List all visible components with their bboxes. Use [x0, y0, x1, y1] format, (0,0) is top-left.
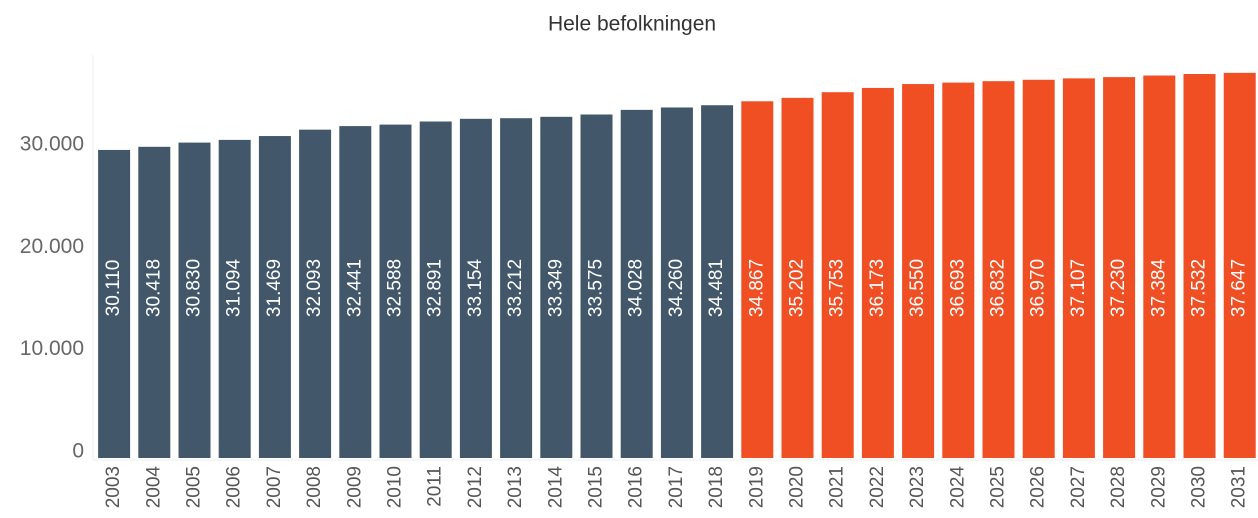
bar — [902, 84, 935, 459]
bar — [379, 124, 412, 458]
x-tick-label: 2010 — [385, 466, 406, 508]
x-tick-label: 2029 — [1148, 466, 1169, 508]
bar — [942, 82, 975, 458]
value-label: 37.532 — [1189, 259, 1210, 317]
value-label: 32.588 — [385, 259, 406, 317]
bar — [339, 126, 372, 459]
value-label: 31.094 — [224, 259, 245, 318]
value-label: 32.093 — [304, 259, 325, 317]
x-tick-label: 2011 — [425, 466, 446, 507]
x-tick-label: 2023 — [907, 466, 928, 508]
x-tick-label: 2007 — [264, 466, 285, 508]
value-label: 34.260 — [666, 259, 687, 317]
value-label: 36.832 — [988, 259, 1009, 317]
bar — [218, 139, 251, 458]
x-tick-label: 2006 — [224, 466, 245, 508]
value-label: 37.647 — [1229, 259, 1250, 317]
bar — [1103, 77, 1136, 458]
value-label: 34.481 — [706, 259, 727, 317]
value-label: 30.110 — [103, 260, 124, 317]
x-tick-label: 2013 — [505, 466, 526, 508]
value-label: 34.867 — [746, 259, 767, 317]
value-label: 37.230 — [1108, 259, 1129, 317]
bar — [982, 81, 1015, 459]
x-tick-label: 2021 — [827, 466, 848, 508]
value-label: 36.970 — [1028, 259, 1049, 317]
value-label: 33.575 — [586, 259, 607, 317]
value-label: 37.107 — [1068, 259, 1089, 317]
bar — [540, 116, 573, 458]
x-tick-label: 2030 — [1189, 466, 1210, 508]
x-tick-label: 2022 — [867, 466, 888, 508]
x-tick-label: 2016 — [626, 466, 647, 508]
x-tick-label: 2027 — [1068, 466, 1089, 508]
x-tick-label: 2017 — [666, 466, 687, 508]
x-tick-label: 2012 — [465, 466, 486, 508]
bar — [781, 97, 814, 459]
x-tick-label: 2031 — [1229, 466, 1250, 508]
x-tick-label: 2003 — [103, 466, 124, 508]
bar — [258, 136, 291, 459]
value-label: 31.469 — [264, 259, 285, 317]
value-label: 33.349 — [545, 259, 566, 317]
bar — [98, 149, 131, 458]
bar — [741, 101, 774, 459]
x-tick-label: 2008 — [304, 466, 325, 508]
bar — [1143, 75, 1176, 458]
y-tick-label: 0 — [72, 440, 84, 463]
x-tick-label: 2018 — [706, 466, 727, 508]
y-tick-label: 20.000 — [20, 235, 84, 258]
x-tick-label: 2026 — [1028, 466, 1049, 508]
value-label: 35.202 — [787, 259, 808, 317]
y-tick-label: 30.000 — [20, 133, 84, 156]
x-tick-label: 2004 — [143, 466, 164, 509]
chart-title: Hele befolkningen — [548, 13, 716, 36]
value-label: 35.753 — [827, 259, 848, 317]
x-tick-label: 2025 — [988, 466, 1009, 508]
value-label: 36.693 — [947, 259, 968, 317]
bar — [138, 146, 171, 458]
bar — [620, 109, 653, 459]
value-label: 30.830 — [184, 259, 205, 317]
bar — [580, 114, 613, 458]
x-tick-label: 2020 — [787, 466, 808, 508]
bar — [821, 92, 854, 459]
x-tick-label: 2019 — [746, 466, 767, 508]
bar — [459, 118, 492, 458]
bar — [419, 121, 452, 459]
bar — [1223, 72, 1256, 459]
bar — [1183, 74, 1216, 458]
x-tick-label: 2014 — [545, 466, 566, 509]
value-label: 36.173 — [867, 259, 888, 317]
bar — [178, 142, 211, 458]
value-label: 37.384 — [1148, 259, 1169, 318]
x-tick-label: 2009 — [344, 466, 365, 508]
bar — [701, 105, 734, 458]
bar — [1062, 78, 1095, 458]
value-label: 30.418 — [143, 259, 164, 317]
x-tick-label: 2005 — [184, 466, 205, 508]
value-label: 33.154 — [465, 259, 486, 318]
value-label: 33.212 — [505, 259, 526, 317]
y-tick-label: 10.000 — [20, 337, 84, 360]
bar — [500, 118, 533, 458]
value-label: 32.441 — [344, 259, 365, 317]
bar — [299, 129, 332, 458]
bar — [1022, 79, 1055, 458]
x-tick-label: 2028 — [1108, 466, 1129, 508]
x-tick-label: 2015 — [586, 466, 607, 508]
bar — [660, 107, 693, 459]
value-label: 34.028 — [626, 259, 647, 317]
x-tick-label: 2024 — [947, 466, 968, 509]
value-label: 32.891 — [425, 259, 446, 317]
value-label: 36.550 — [907, 259, 928, 317]
bar — [861, 87, 894, 458]
